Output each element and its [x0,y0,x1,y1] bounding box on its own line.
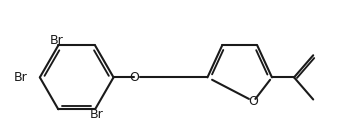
Text: Br: Br [49,34,63,47]
Text: O: O [248,95,258,108]
Text: Br: Br [14,71,27,84]
Text: O: O [129,71,139,84]
Text: Br: Br [90,108,104,121]
